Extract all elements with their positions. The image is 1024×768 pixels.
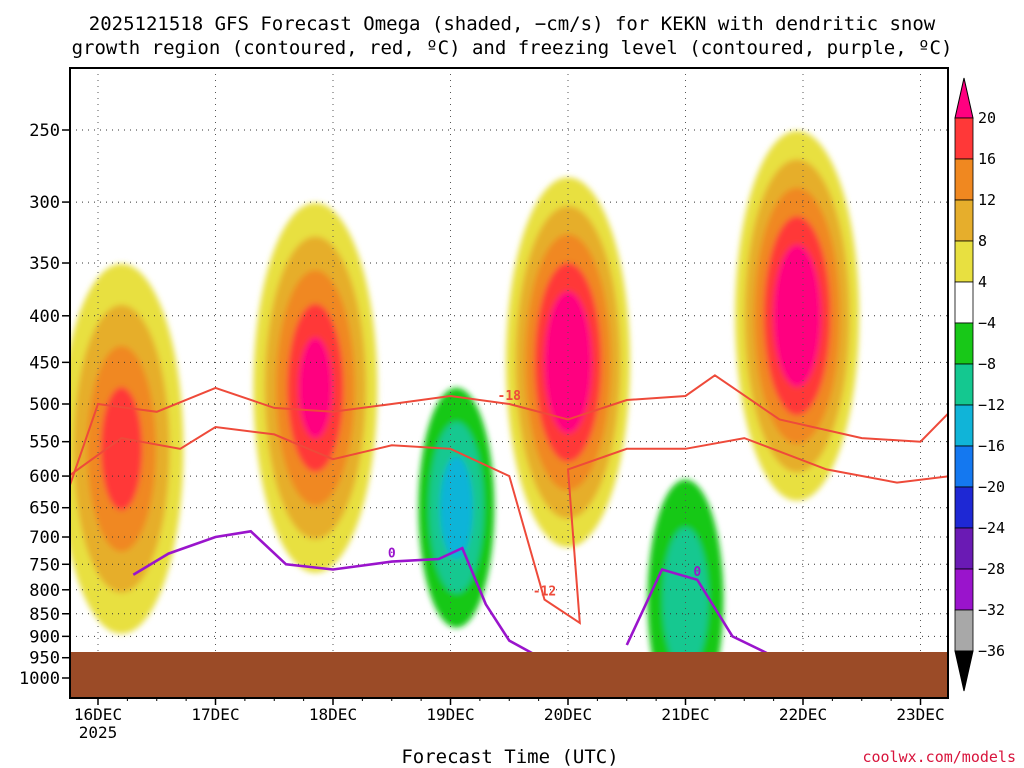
y-tick-label: 250 <box>29 121 60 141</box>
y-tick-label: 850 <box>29 605 60 625</box>
colorbar-band <box>954 199 974 242</box>
colorbar-bottom-arrow <box>954 650 974 692</box>
contour-line <box>132 529 534 655</box>
contour-label: 0 <box>693 565 701 580</box>
colorbar-label: −36 <box>978 642 1005 660</box>
omega-blob-upward-22dec <box>735 130 860 501</box>
colorbar-label: 20 <box>978 109 996 127</box>
y-tick-label: 1000 <box>19 669 60 689</box>
y-tick-label: 500 <box>29 395 60 415</box>
omega-level <box>782 273 812 359</box>
contour-line <box>70 374 948 489</box>
y-tick-label: 750 <box>29 555 60 575</box>
y-tick-label: 450 <box>29 353 60 373</box>
colorbar-label: −24 <box>978 519 1005 537</box>
x-tick-label: 19DEC <box>426 705 474 724</box>
y-axis: 2503003504004505005506006507007508008509… <box>19 121 70 689</box>
contour-line <box>70 425 948 625</box>
omega-level <box>100 387 143 511</box>
y-tick-label: 800 <box>29 581 60 601</box>
contour-label: -18 <box>498 389 522 404</box>
omega-level <box>298 337 333 439</box>
colorbar-top-arrow <box>954 77 974 119</box>
x-tick-label: 18DEC <box>309 705 357 724</box>
omega-blob-upward-18dec <box>253 202 378 573</box>
y-tick-label: 600 <box>29 467 60 487</box>
y-tick-label: 400 <box>29 307 60 327</box>
colorbar-band <box>954 281 974 324</box>
x-tick-label: 17DEC <box>191 705 239 724</box>
colorbar-label: −32 <box>978 601 1005 619</box>
contours: -18 -12 0 0 <box>70 374 948 655</box>
x-tick-label: 21DEC <box>661 705 709 724</box>
colorbar-label: −12 <box>978 396 1005 414</box>
contour-label: 0 <box>388 547 396 562</box>
x-tick-label: 20DEC <box>544 705 592 724</box>
y-tick-label: 900 <box>29 627 60 647</box>
colorbar-label: −8 <box>978 355 996 373</box>
y-tick-label: 650 <box>29 499 60 519</box>
x-tick-label: 16DEC <box>74 705 122 724</box>
colorbar-band <box>954 117 974 160</box>
colorbar-band <box>954 363 974 406</box>
omega-blob-downward-21dec <box>647 479 724 698</box>
colorbar-label: −20 <box>978 478 1005 496</box>
omega-level <box>662 527 709 672</box>
terrain-ground <box>70 652 948 698</box>
colorbar-label: −4 <box>978 314 996 332</box>
colorbar-band <box>954 527 974 570</box>
omega-blob-downward-19dec <box>418 387 495 628</box>
colorbar-label: −28 <box>978 560 1005 578</box>
contour-label: -12 <box>533 585 556 600</box>
omega-blob-upward-16dec <box>70 263 184 634</box>
colorbar-label: 4 <box>978 273 987 291</box>
contour-line <box>625 567 769 655</box>
omega-level <box>440 456 473 560</box>
colorbar-band <box>954 568 974 611</box>
chart-title-line2: growth region (contoured, red, ºC) and f… <box>72 37 953 59</box>
x-tick-label: 23DEC <box>896 705 944 724</box>
colorbar: 20 16 12 8 4 −4 −8 −12 −16 −20 −24 −28 −32 −36 <box>954 77 1005 692</box>
colorbar-band <box>954 404 974 447</box>
x-tick-label: 22DEC <box>779 705 827 724</box>
chart-title-line1: 2025121518 GFS Forecast Omega (shaded, −… <box>89 13 936 35</box>
colorbar-label: 16 <box>978 150 996 168</box>
colorbar-band <box>954 609 974 652</box>
y-tick-label: 700 <box>29 528 60 548</box>
colorbar-band <box>954 322 974 365</box>
x-axis: 16DEC 17DEC 18DEC 19DEC 20DEC 21DEC 22DEC 23DEC <box>74 698 945 724</box>
x-axis-year: 2025 <box>79 723 118 742</box>
colorbar-band <box>954 486 974 529</box>
y-tick-label: 350 <box>29 254 60 274</box>
credit-link[interactable]: coolwx.com/models <box>862 748 1016 766</box>
colorbar-label: −16 <box>978 437 1005 455</box>
colorbar-band <box>954 240 974 283</box>
colorbar-band <box>954 445 974 488</box>
y-tick-label: 300 <box>29 193 60 213</box>
omega-shading <box>70 130 860 698</box>
colorbar-label: 8 <box>978 232 987 250</box>
x-axis-title: Forecast Time (UTC) <box>401 746 618 768</box>
plot-area: -18 -12 0 0 <box>70 68 948 698</box>
y-tick-label: 950 <box>29 649 60 669</box>
colorbar-label: 12 <box>978 191 996 209</box>
y-tick-label: 550 <box>29 433 60 453</box>
colorbar-band <box>954 158 974 201</box>
